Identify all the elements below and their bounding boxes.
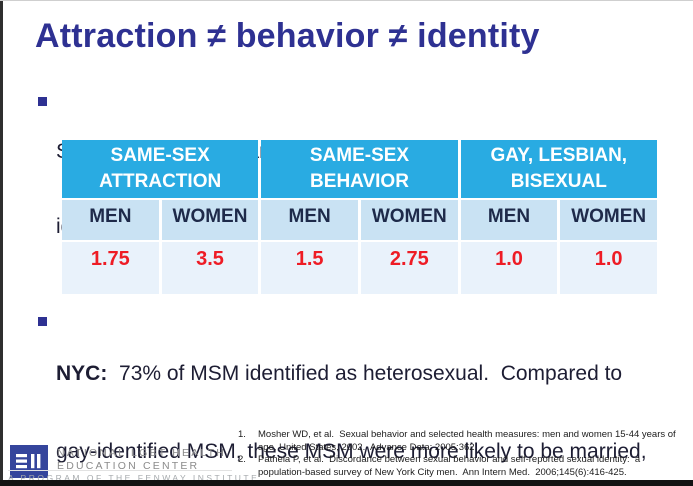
- table-header-same-sex-behavior: SAME-SEX BEHAVIOR: [261, 140, 458, 198]
- header-line: ATTRACTION: [99, 171, 222, 192]
- header-line: BISEXUAL: [510, 171, 607, 192]
- header-line: GAY, LESBIAN,: [490, 145, 628, 166]
- bullet2-line1-rest: 73% of MSM identified as heterosexual. C…: [107, 362, 623, 385]
- reference-item-1: 1. Mosher WD, et al. Sexual behavior and…: [236, 429, 692, 454]
- table-header-gay-lesbian-bisexual: GAY, LESBIAN, BISEXUAL: [460, 140, 657, 198]
- reference-text: Pathela P, et al. Discordance between se…: [258, 454, 640, 479]
- table-header-same-sex-attraction: SAME-SEX ATTRACTION: [62, 140, 259, 198]
- slide-title: Attraction ≠ behavior ≠ identity: [35, 17, 540, 55]
- header-line: SAME-SEX: [110, 145, 210, 166]
- reference1-line2: age, United States, 2002. Advance Data; …: [258, 441, 478, 453]
- table-subheader-attraction-men: MEN: [62, 200, 159, 240]
- table-value-attraction-women: 3.5: [161, 242, 259, 294]
- bullet-square-icon: [38, 317, 47, 326]
- table-subheader-identity-women: WOMEN: [560, 200, 657, 240]
- bullet2-text: NYC: 73% of MSM identified as heterosexu…: [56, 309, 647, 486]
- bullet2-line1: NYC: 73% of MSM identified as heterosexu…: [56, 361, 647, 387]
- references-list: 1. Mosher WD, et al. Sexual behavior and…: [236, 429, 692, 479]
- table-subheader-identity-men: MEN: [460, 200, 558, 240]
- header-line: BEHAVIOR: [310, 171, 409, 192]
- org-name-line2: EDUCATION CENTER: [57, 460, 200, 472]
- window-left-edge: [0, 1, 3, 486]
- table-value-identity-men: 1.0: [460, 242, 558, 294]
- footer-divider: [8, 470, 232, 471]
- table-value-behavior-men: 1.5: [261, 242, 358, 294]
- reference-item-2: 2. Pathela P, et al. Discordance between…: [236, 454, 692, 479]
- fenway-logo-icon: [10, 445, 48, 483]
- table-value-behavior-women: 2.75: [360, 242, 458, 294]
- bullet-item-nyc: NYC: 73% of MSM identified as heterosexu…: [38, 309, 647, 486]
- reference2-line1: Pathela P, et al. Discordance between se…: [258, 454, 641, 466]
- table-subheader-behavior-men: MEN: [261, 200, 358, 240]
- window-bottom-bar: [0, 480, 693, 486]
- program-line: A PROGRAM OF THE FENWAY INSTITUTE: [8, 473, 260, 483]
- header-line: SAME-SEX: [309, 145, 410, 166]
- org-name-line1: NATIONAL LGBT HEALTH: [57, 447, 227, 459]
- table-subheader-attraction-women: WOMEN: [161, 200, 259, 240]
- table-value-attraction-men: 1.75: [62, 242, 159, 294]
- table-value-identity-women: 1.0: [560, 242, 657, 294]
- reference2-line2: population-based survey of New York City…: [258, 466, 627, 478]
- bullet2-line2: gay-identified MSM, these MSM were more …: [56, 440, 647, 463]
- bullet-square-icon: [38, 97, 47, 106]
- table-subheader-behavior-women: WOMEN: [360, 200, 458, 240]
- reference-text: Mosher WD, et al. Sexual behavior and se…: [258, 429, 676, 454]
- reference-number: 1.: [238, 429, 246, 440]
- reference1-line1: Mosher WD, et al. Sexual behavior and se…: [258, 429, 676, 440]
- comparison-table: SAME-SEX ATTRACTION SAME-SEX BEHAVIOR GA…: [62, 140, 657, 294]
- reference-number: 2.: [238, 454, 246, 466]
- nyc-label: NYC:: [56, 362, 108, 385]
